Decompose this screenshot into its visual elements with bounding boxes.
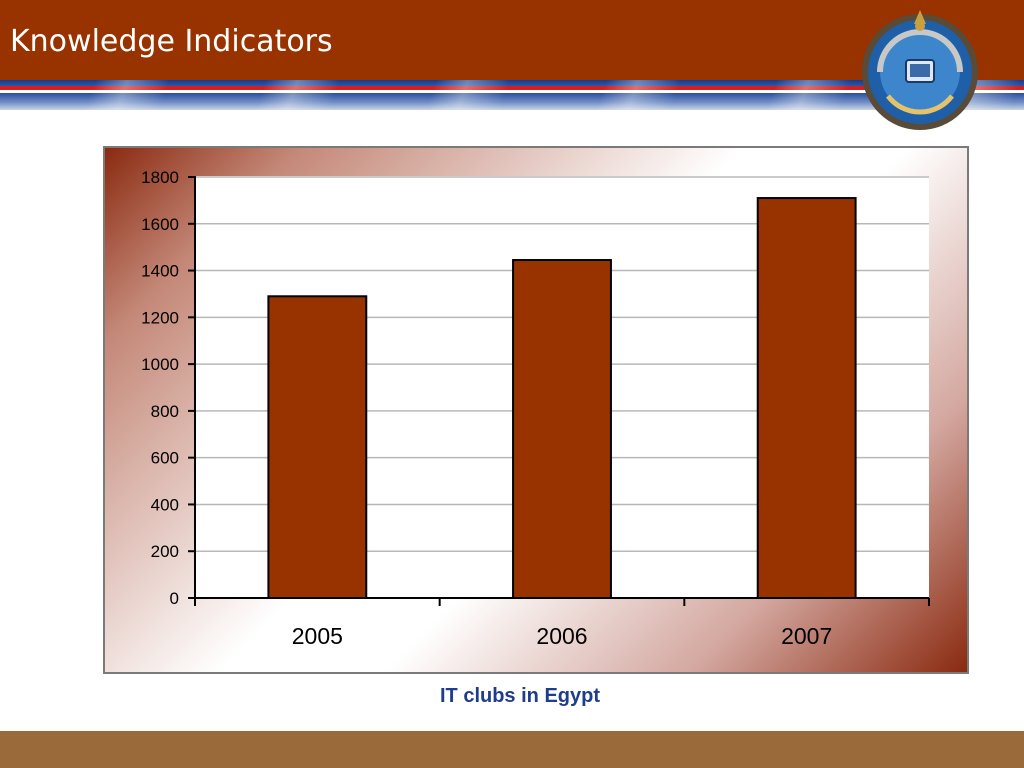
slide-footer bbox=[0, 731, 1024, 768]
bar-chart: 0 200 400 600 800 1000 1200 1400 1600 1800 2005 200… bbox=[141, 168, 930, 649]
slide-header: Knowledge Indicators bbox=[0, 0, 1024, 80]
x-tick-label: 2005 bbox=[292, 623, 343, 649]
y-tick-label: 400 bbox=[151, 495, 179, 514]
y-tick-label: 1800 bbox=[141, 168, 179, 187]
y-tick-label: 600 bbox=[151, 449, 179, 468]
y-tick-label: 0 bbox=[170, 589, 179, 608]
x-tick-label: 2007 bbox=[781, 623, 832, 649]
y-tick-label: 1400 bbox=[141, 262, 179, 281]
bar bbox=[267, 295, 368, 600]
bar bbox=[512, 259, 612, 600]
y-tick-label: 1600 bbox=[141, 215, 179, 234]
y-tick-label: 1000 bbox=[141, 355, 179, 374]
y-tick-label: 800 bbox=[151, 402, 179, 421]
y-tick-label: 200 bbox=[151, 542, 179, 561]
bar bbox=[756, 197, 857, 600]
slide-title: Knowledge Indicators bbox=[10, 24, 333, 59]
x-tick-label: 2006 bbox=[536, 623, 587, 649]
header-stripes bbox=[0, 80, 1024, 110]
ministry-emblem-icon bbox=[862, 10, 978, 130]
y-tick-label: 1200 bbox=[141, 308, 179, 327]
chart-caption: IT clubs in Egypt bbox=[439, 685, 600, 707]
chart-frame: 0 200 400 600 800 1000 1200 1400 1600 1800 2005 200… bbox=[103, 146, 969, 674]
